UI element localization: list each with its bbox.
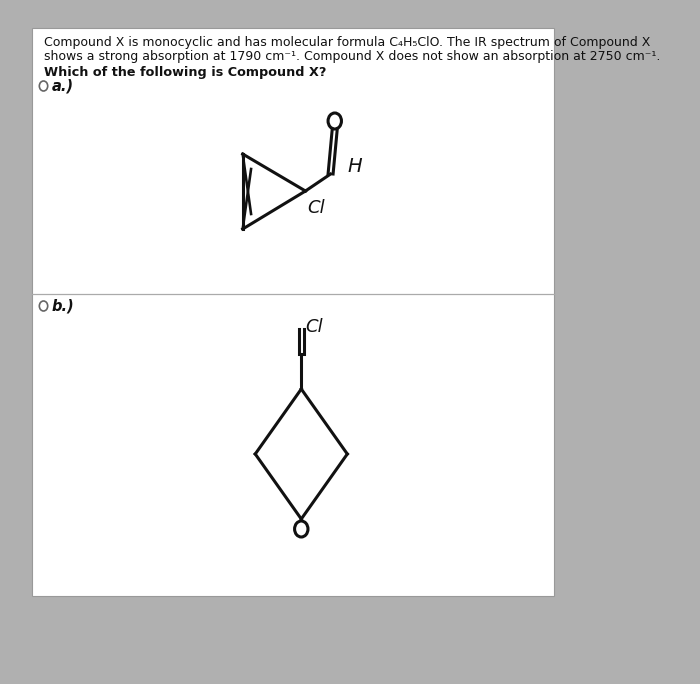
Text: Compound X is monocyclic and has molecular formula C₄H₅ClO. The IR spectrum of C: Compound X is monocyclic and has molecul… bbox=[43, 36, 650, 49]
Text: a.): a.) bbox=[52, 79, 74, 94]
Bar bbox=[32, 28, 554, 596]
Text: Which of the following is Compound X?: Which of the following is Compound X? bbox=[43, 66, 326, 79]
Text: H: H bbox=[347, 157, 362, 176]
Text: shows a strong absorption at 1790 cm⁻¹. Compound X does not show an absorption a: shows a strong absorption at 1790 cm⁻¹. … bbox=[43, 50, 660, 63]
Text: Cl: Cl bbox=[307, 199, 325, 217]
Text: Cl: Cl bbox=[305, 318, 323, 336]
Text: b.): b.) bbox=[52, 298, 74, 313]
